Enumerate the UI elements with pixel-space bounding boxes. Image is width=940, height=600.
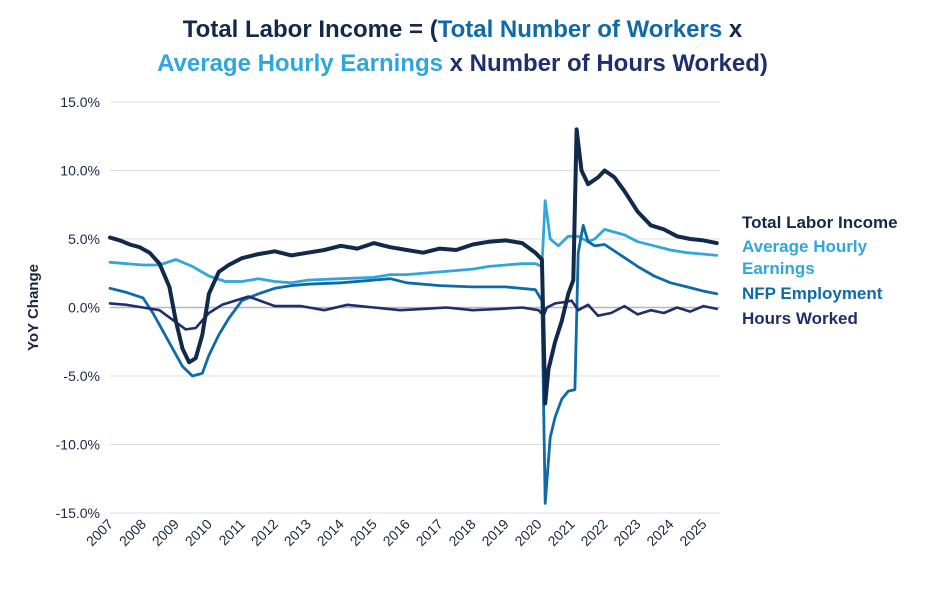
- title-part-hours-worked: x Number of Hours Worked): [442, 50, 768, 77]
- y-tick-label: 0.0%: [68, 300, 100, 316]
- y-tick-label: -5.0%: [63, 368, 100, 384]
- x-tick-label: 2009: [149, 516, 182, 549]
- series-average-hourly-earnings-line: [108, 199, 719, 285]
- y-tick-label: -10.0%: [56, 437, 100, 453]
- x-tick-label: 2020: [511, 516, 544, 549]
- x-tick-label: 2021: [544, 516, 577, 549]
- series-hours-worked-line: [108, 295, 719, 331]
- title-part-avg-hourly-earnings: Average Hourly Earnings: [157, 50, 443, 77]
- x-tick-label: 2019: [478, 516, 511, 549]
- y-tick-label: -15.0%: [56, 505, 100, 521]
- legend-average-hourly-earnings: Average Hourly Earnings: [742, 237, 868, 278]
- x-tick-label: 2017: [413, 516, 446, 549]
- y-tick-label: 15.0%: [60, 94, 100, 110]
- series-nfp-employment-line: [108, 223, 719, 505]
- x-tick-label: 2015: [347, 516, 380, 549]
- x-tick-label: 2016: [380, 516, 413, 549]
- legend-total-labor-income: Total Labor Income: [742, 213, 898, 232]
- y-axis-label: YoY Change: [25, 264, 42, 351]
- x-tick-label: 2024: [643, 516, 676, 549]
- legend-hours-worked: Hours Worked: [742, 309, 858, 328]
- x-tick-label: 2011: [215, 516, 248, 549]
- title-part-total-labor-income: Total Labor Income = (: [182, 16, 438, 43]
- x-tick-label: 2022: [577, 516, 610, 549]
- y-tick-label: 10.0%: [60, 163, 100, 179]
- x-tick-label: 2014: [314, 516, 347, 549]
- chart-title-line-1: Total Labor Income = (Total Number of Wo…: [0, 14, 925, 46]
- series-total-labor-income-line: [108, 127, 719, 406]
- x-tick-label: 2023: [610, 516, 643, 549]
- y-tick-label: 5.0%: [68, 231, 100, 247]
- x-tick-label: 2008: [116, 516, 149, 549]
- x-tick-label: 2025: [676, 516, 709, 549]
- x-tick-label: 2013: [281, 516, 314, 549]
- legend-nfp-employment: NFP Employment: [742, 284, 883, 303]
- chart-title-line-2: Average Hourly Earnings x Number of Hour…: [0, 48, 925, 80]
- title-part-x: x: [722, 16, 743, 43]
- x-tick-label: 2018: [445, 516, 478, 549]
- x-tick-label: 2012: [248, 516, 281, 549]
- x-tick-label: 2010: [182, 516, 215, 549]
- title-part-total-workers: Total Number of Workers: [437, 16, 723, 43]
